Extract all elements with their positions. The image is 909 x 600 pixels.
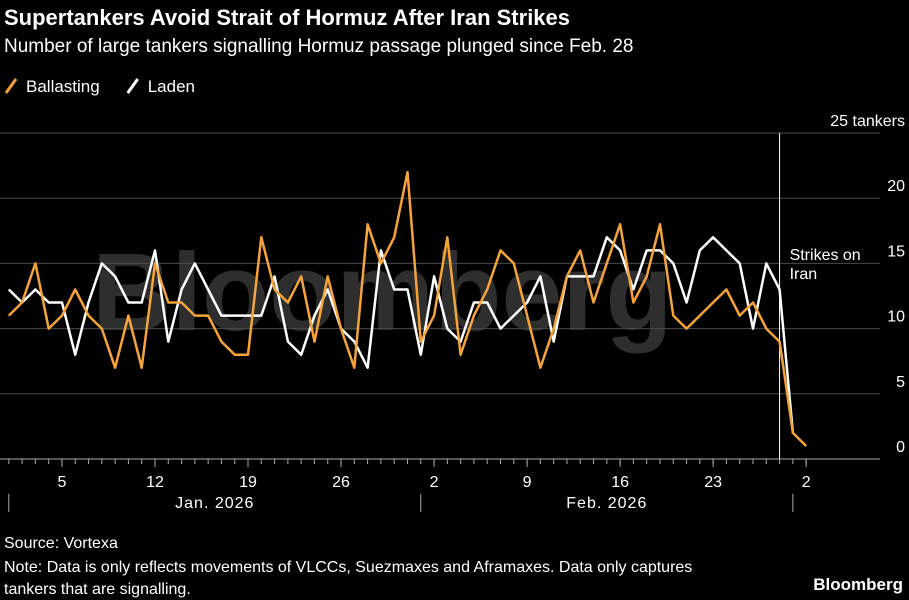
x-tick-label: 26 [332,474,350,491]
legend-label: Laden [148,77,195,96]
y-tick-label: 15 [887,243,905,260]
month-label: Feb. 2026 [566,495,647,512]
series-line [7,236,795,434]
annotation-text: Iran [790,266,818,283]
y-tick-label: 25 tankers [830,113,905,130]
legend-swatch [4,78,18,94]
chart-subtitle: Number of large tankers signalling Hormu… [4,36,633,57]
note-line: tankers that are signalling. [4,581,191,598]
x-tick-label: 16 [611,474,629,491]
x-tick-label: 9 [523,474,532,491]
source: Source: Vortexa [4,535,118,552]
legend-swatch [126,78,139,94]
y-tick-label: 5 [896,374,905,391]
y-tick-label: 20 [887,178,905,195]
chart-title: Supertankers Avoid Strait of Hormuz Afte… [4,5,570,30]
x-tick-label: 12 [146,474,164,491]
y-tick-label: 10 [887,309,905,326]
x-tick-label: 2 [802,474,811,491]
annotation-text: Strikes on [790,247,861,264]
watermark: Bloomberg [92,231,673,354]
x-tick-label: 19 [239,474,257,491]
logo: Bloomberg [813,575,903,594]
x-tick-label: 23 [704,474,722,491]
x-tick-label: 2 [430,474,439,491]
series-line [7,170,808,447]
x-tick-label: 5 [58,474,67,491]
note-line: Note: Data is only reflects movements of… [4,559,692,576]
month-label: Jan. 2026 [175,495,254,512]
y-tick-label: 0 [896,439,905,456]
legend-label: Ballasting [26,77,100,96]
